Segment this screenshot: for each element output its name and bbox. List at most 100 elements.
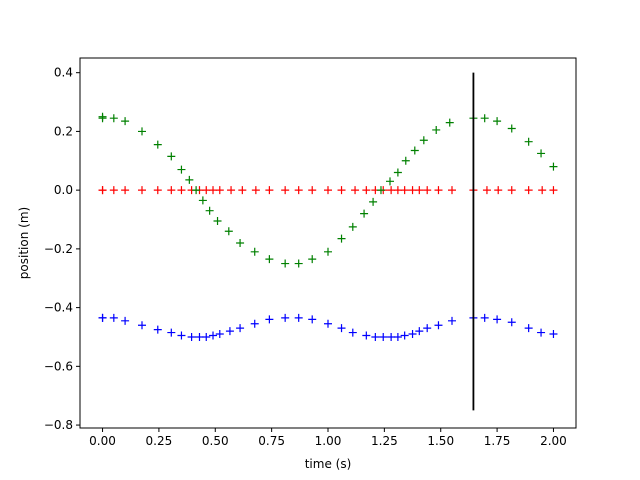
data-point: [109, 313, 118, 322]
data-point: [362, 331, 371, 340]
data-point: [215, 330, 224, 339]
x-tick-label: 2.00: [540, 434, 567, 448]
data-point: [294, 186, 303, 195]
data-point: [227, 186, 236, 195]
data-point: [236, 239, 245, 247]
data-point: [215, 186, 224, 195]
data-point: [251, 186, 260, 195]
data-point: [376, 186, 385, 195]
y-tick-label: −0.2: [44, 242, 73, 256]
data-point: [549, 162, 558, 171]
data-point: [153, 325, 162, 334]
x-axis-label: time (s): [305, 457, 352, 471]
data-point: [351, 186, 360, 195]
data-point: [209, 186, 218, 195]
data-point: [177, 165, 186, 174]
data-point: [494, 186, 503, 195]
data-point: [98, 114, 107, 123]
data-point: [202, 332, 211, 341]
data-point: [419, 136, 428, 145]
data-point: [192, 186, 201, 195]
data-point: [198, 196, 207, 205]
data-point: [337, 234, 346, 243]
data-point: [167, 152, 176, 161]
data-point: [387, 186, 396, 195]
data-point: [324, 319, 332, 328]
data-point: [153, 186, 162, 195]
data-point: [224, 227, 233, 236]
data-point: [537, 328, 546, 337]
data-point: [393, 186, 402, 195]
data-point: [308, 255, 317, 264]
data-point: [507, 186, 516, 195]
data-point: [393, 332, 402, 341]
data-point: [121, 316, 130, 325]
data-point: [480, 313, 489, 322]
data-point: [348, 222, 357, 231]
data-point: [308, 315, 317, 324]
data-point: [98, 313, 107, 322]
data-point: [167, 328, 176, 337]
data-point: [250, 319, 259, 328]
data-point: [177, 186, 186, 195]
data-point: [432, 125, 441, 134]
y-tick-label: −0.4: [44, 301, 73, 315]
x-axis: 0.00 0.25 0.50 0.75 1.00 1.25 1.50 1.75 2.00: [89, 428, 567, 448]
data-point: [480, 114, 489, 123]
data-point: [209, 331, 218, 340]
data-point: [205, 206, 214, 215]
data-point: [265, 255, 274, 264]
y-tick-label: 0.0: [54, 183, 73, 197]
plot-area: [80, 58, 576, 428]
data-point: [202, 186, 211, 195]
data-point: [434, 186, 443, 195]
y-tick-label: −0.6: [44, 359, 73, 373]
data-point: [138, 321, 146, 330]
data-point: [379, 332, 388, 341]
data-point: [400, 186, 409, 195]
data-point: [308, 186, 317, 195]
data-point: [387, 332, 396, 341]
data-point: [400, 331, 409, 340]
data-point: [415, 327, 424, 336]
data-point: [537, 149, 546, 158]
data-marks: [98, 112, 558, 341]
data-point: [238, 186, 247, 195]
data-point: [408, 330, 417, 339]
data-point: [281, 186, 290, 195]
data-point: [369, 197, 378, 206]
data-point: [236, 324, 245, 333]
data-point: [371, 332, 380, 341]
data-point: [109, 186, 118, 195]
data-point: [195, 332, 204, 341]
x-tick-label: 0.25: [146, 434, 173, 448]
data-point: [507, 124, 516, 133]
data-point: [445, 118, 454, 127]
data-point: [225, 327, 234, 336]
data-point: [177, 331, 186, 340]
data-point: [423, 324, 432, 333]
x-tick-label: 0.75: [258, 434, 285, 448]
y-tick-label: −0.8: [44, 418, 73, 432]
data-point: [401, 156, 410, 165]
y-axis: −0.8 −0.6 −0.4 −0.2 0.0 0.2 0.4: [44, 66, 80, 432]
data-point: [493, 117, 502, 126]
data-point: [386, 177, 394, 186]
data-point: [448, 316, 456, 325]
data-point: [360, 209, 369, 218]
data-point: [337, 324, 346, 333]
data-point: [549, 186, 558, 195]
data-point: [187, 332, 196, 341]
data-point: [448, 186, 456, 195]
x-tick-label: 1.75: [484, 434, 511, 448]
data-point: [348, 328, 357, 337]
data-point: [423, 186, 432, 195]
data-point: [434, 321, 443, 330]
data-point: [549, 330, 558, 339]
data-point: [250, 247, 259, 256]
data-point: [281, 313, 290, 322]
data-point: [393, 168, 402, 177]
data-point: [337, 186, 346, 195]
data-point: [265, 315, 274, 324]
data-point: [294, 313, 303, 322]
